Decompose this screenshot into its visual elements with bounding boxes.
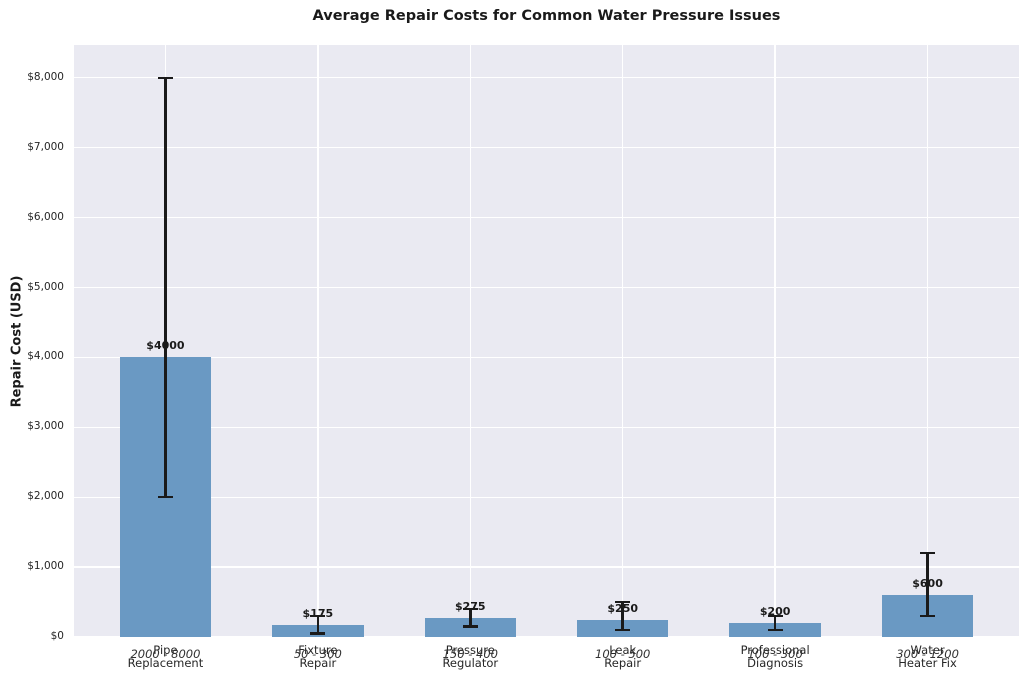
y-tick-label: $8,000 (27, 70, 64, 83)
gridline-horizontal (74, 426, 1019, 428)
gridline-horizontal (74, 636, 1019, 638)
range-annotation: 150 - 400 (442, 647, 498, 661)
range-annotation: 2000 - 8000 (130, 647, 201, 661)
bar-value-label: $175 (302, 606, 334, 620)
gridline-vertical (622, 45, 624, 637)
error-bar-line (926, 553, 929, 617)
x-tick-label: Pipe Replacement (127, 643, 204, 670)
range-annotation: 100 - 300 (747, 647, 803, 661)
error-bar-cap-bottom (310, 632, 326, 635)
y-tick-label: $1,000 (27, 560, 64, 573)
error-bar-cap-top (615, 600, 631, 604)
y-tick-label: $2,000 (27, 490, 64, 503)
y-tick-label: $5,000 (27, 280, 64, 293)
gridline-horizontal (74, 216, 1019, 219)
error-bar-cap-bottom (615, 628, 631, 632)
gridline-horizontal (74, 566, 1019, 568)
gridline-horizontal (74, 496, 1019, 498)
error-bar-cap-top (157, 76, 173, 80)
bar-value-label: $600 (912, 577, 943, 591)
gridline-horizontal (74, 147, 1019, 149)
x-tick-label: Professional Diagnosis (740, 643, 810, 670)
x-tick-label: Water Heater Fix (898, 643, 957, 670)
y-tick-label: $6,000 (27, 210, 64, 223)
error-bar-line (164, 77, 167, 498)
error-bar-cap-top (920, 551, 936, 555)
error-bar-cap-bottom (767, 628, 783, 632)
bar-value-label: $200 (759, 605, 791, 619)
error-bar-cap-bottom (157, 495, 173, 499)
error-bar-cap-bottom (462, 625, 478, 628)
error-bar-cap-top (310, 614, 326, 618)
gridline-vertical (317, 45, 319, 637)
gridline-vertical (469, 45, 471, 637)
bar-value-label: $250 (607, 601, 639, 615)
error-bar-cap-top (462, 607, 478, 611)
error-bar-line (621, 602, 624, 630)
plot-area: $4000 $175 $275 $250 $200 $600 (74, 45, 1019, 638)
gridline-horizontal (74, 356, 1019, 359)
error-bar-cap-top (767, 614, 783, 618)
x-tick-label: Leak Repair (604, 643, 642, 670)
x-tick-label: Pressure Regulator (442, 643, 499, 670)
error-bar-cap-bottom (920, 614, 936, 618)
gridline-horizontal (74, 77, 1019, 79)
range-annotation: 50 - 300 (293, 647, 342, 661)
gridline-vertical (774, 45, 776, 637)
y-tick-label: $0 (50, 630, 64, 642)
range-annotation: 100 - 500 (595, 647, 651, 661)
gridline-vertical (926, 45, 929, 637)
bar-value-label: $275 (454, 599, 486, 613)
y-axis-label: Repair Cost (USD) (9, 275, 25, 407)
y-tick-label: $3,000 (27, 420, 64, 433)
gridline-horizontal (74, 286, 1019, 289)
range-annotation: 300 - 1200 (896, 647, 959, 661)
y-axis-label-wrap: Repair Cost (USD) (0, 45, 34, 637)
error-bar-line (316, 616, 320, 634)
chart-title: Average Repair Costs for Common Water Pr… (312, 8, 781, 24)
y-tick-label: $7,000 (27, 140, 64, 153)
bar-value-label: $4000 (146, 339, 185, 353)
error-bar-line (773, 616, 777, 630)
error-bar-line (469, 609, 472, 627)
x-tick-label: Fixture Repair (298, 643, 338, 670)
y-tick-label: $4,000 (27, 350, 64, 363)
